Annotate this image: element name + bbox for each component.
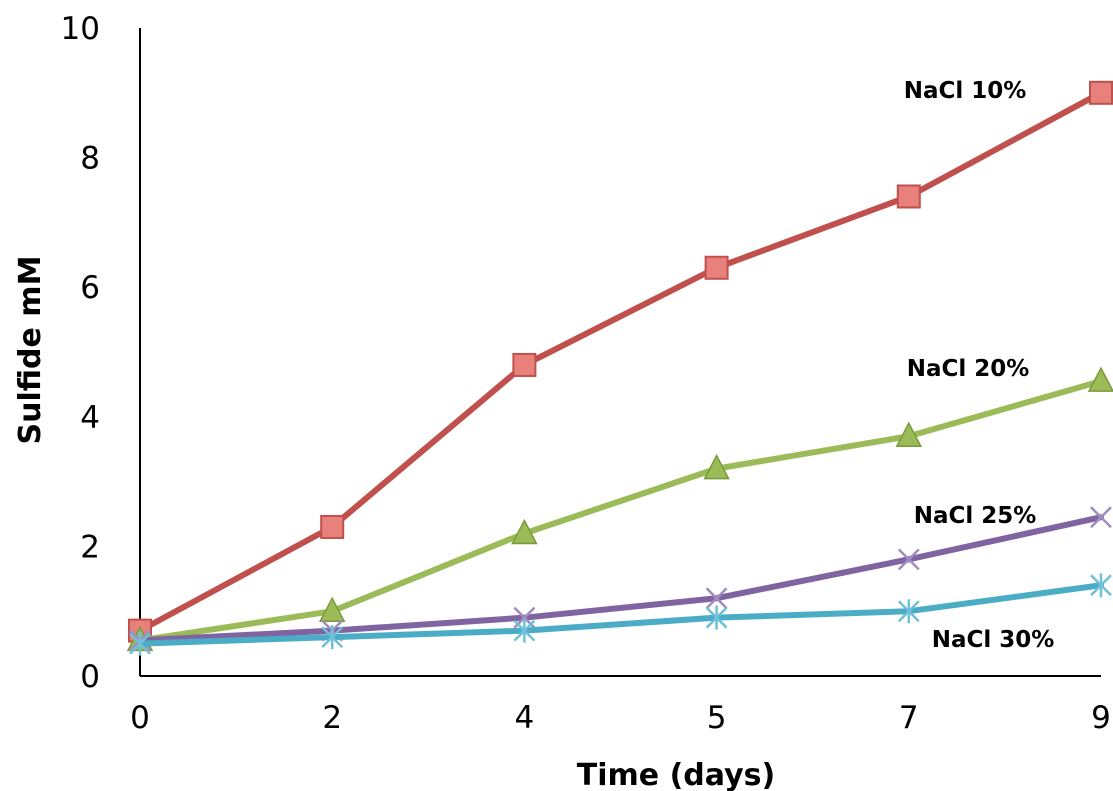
series-labels: NaCl 10% NaCl 20% NaCl 25% NaCl 30% <box>904 78 1055 653</box>
x-tick-labels: 0 2 4 5 7 9 <box>130 700 1111 736</box>
x-tick-label: 5 <box>707 700 727 736</box>
axes <box>139 28 1101 677</box>
y-axis-title: Sulfide mM <box>13 256 48 445</box>
series-line <box>137 89 1104 634</box>
data-point <box>896 184 921 209</box>
x-tick-label: 7 <box>899 700 919 736</box>
data-point <box>895 421 923 447</box>
x-tick-label: 0 <box>130 700 150 736</box>
data-point <box>321 625 344 650</box>
data-point <box>703 454 730 480</box>
data-point <box>511 518 538 545</box>
series-line <box>137 582 1104 647</box>
y-tick-label: 8 <box>80 141 100 177</box>
data-point <box>897 599 920 624</box>
y-tick-label: 10 <box>61 11 100 47</box>
data-point <box>320 514 345 539</box>
data-point <box>705 587 728 610</box>
series-line <box>137 378 1104 644</box>
series-label: NaCl 30% <box>932 627 1055 653</box>
x-axis-title: Time (days) <box>577 758 775 791</box>
data-point <box>897 548 920 571</box>
x-tick-label: 2 <box>322 700 342 736</box>
data-point <box>1090 506 1112 529</box>
y-tick-labels: 0 2 4 6 8 10 <box>61 11 100 695</box>
series-label: NaCl 25% <box>914 503 1037 529</box>
series-nacl-30 <box>129 573 1112 656</box>
y-tick-label: 6 <box>80 270 100 306</box>
data-point <box>1089 80 1113 105</box>
y-tick-label: 4 <box>80 400 100 436</box>
series-layer <box>126 80 1113 656</box>
series-line <box>137 514 1104 644</box>
x-tick-label: 9 <box>1091 700 1111 736</box>
data-point <box>129 631 151 656</box>
data-point <box>512 352 537 377</box>
data-point <box>513 618 536 643</box>
data-point <box>318 596 346 622</box>
x-tick-label: 4 <box>515 700 535 736</box>
data-point <box>705 605 728 630</box>
data-point <box>704 255 729 280</box>
y-tick-label: 0 <box>80 659 100 695</box>
data-point <box>1090 573 1112 598</box>
data-point <box>1087 366 1113 392</box>
y-tick-label: 2 <box>80 529 100 565</box>
series-nacl-10 <box>128 80 1113 643</box>
series-label: NaCl 10% <box>904 78 1027 104</box>
series-label: NaCl 20% <box>907 356 1030 382</box>
